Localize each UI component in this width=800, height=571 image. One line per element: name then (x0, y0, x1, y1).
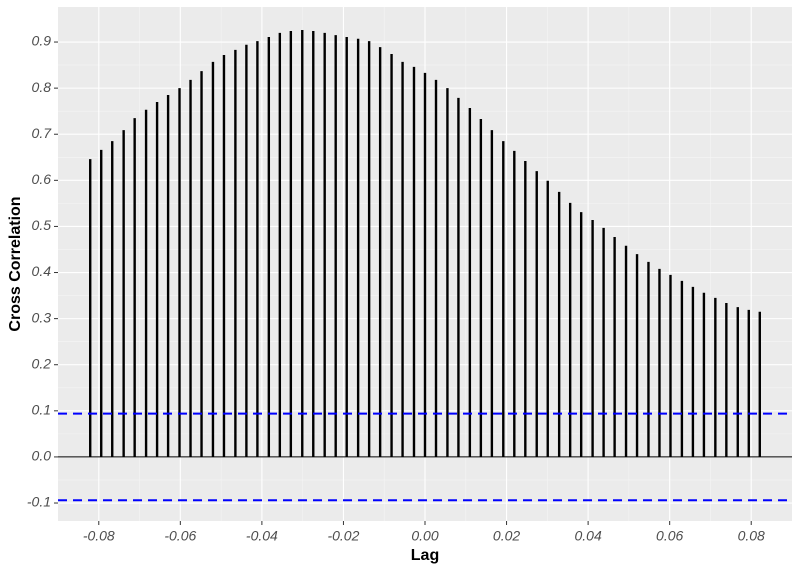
x-tick-label: -0.02 (327, 528, 359, 544)
x-tick-label: -0.08 (83, 528, 115, 544)
y-tick-label: 0.6 (32, 171, 52, 187)
x-tick-label: 0.00 (411, 528, 438, 544)
x-tick-label: 0.06 (656, 528, 683, 544)
y-tick-label: 0.8 (32, 79, 52, 95)
x-tick-label: 0.04 (574, 528, 601, 544)
x-tick-label: 0.08 (738, 528, 765, 544)
y-tick-label: 0.1 (32, 402, 51, 418)
x-axis-title: Lag (411, 547, 439, 564)
y-tick-label: -0.1 (27, 494, 51, 510)
marks (58, 30, 792, 502)
x-tick-label: -0.06 (164, 528, 196, 544)
y-axis-title: Cross Correlation (7, 196, 24, 331)
y-tick-label: 0.0 (32, 448, 52, 464)
y-tick-label: 0.7 (32, 125, 53, 141)
y-tick-label: 0.9 (32, 33, 52, 49)
y-tick-label: 0.3 (32, 309, 52, 325)
y-tick-label: 0.5 (32, 217, 52, 233)
x-tick-label: -0.04 (246, 528, 278, 544)
x-tick-label: 0.02 (493, 528, 520, 544)
y-tick-label: 0.2 (32, 355, 52, 371)
y-tick-label: 0.4 (32, 263, 52, 279)
